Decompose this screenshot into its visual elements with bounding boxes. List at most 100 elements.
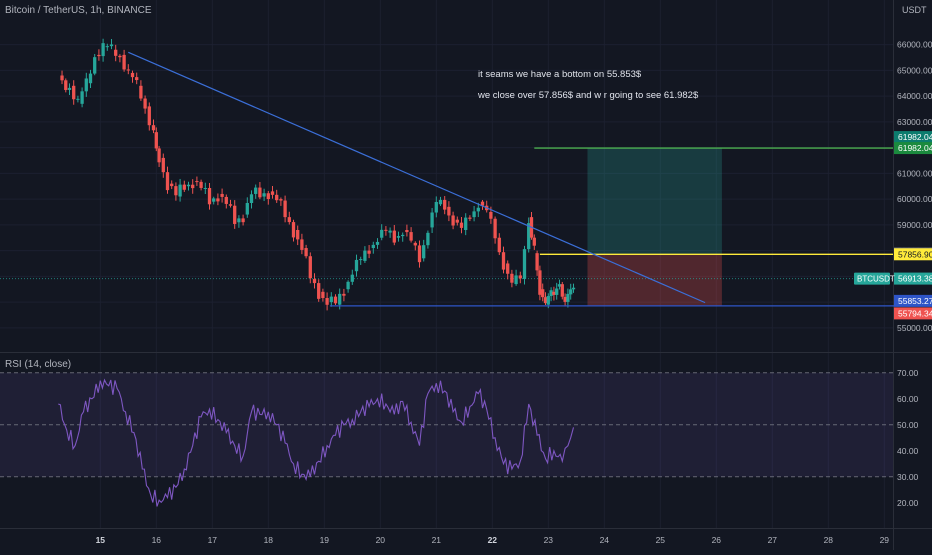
candle [203,187,207,189]
candle [350,274,354,282]
candle [371,244,375,249]
candle [480,201,485,206]
candle [60,75,64,81]
trend-line[interactable] [128,51,706,304]
time-axis-tick: 16 [152,535,162,545]
candle [241,218,245,223]
candle [459,222,464,228]
candle [497,237,501,253]
profit-zone[interactable] [587,148,722,255]
price-axis-tick: 55000.00 [897,323,932,333]
candle [157,148,161,163]
candle [109,44,114,47]
price-axis-tick: 66000.00 [897,40,932,50]
time-axis-tick: 17 [208,535,218,545]
candle [426,232,430,246]
candle [237,218,241,223]
candle [88,73,93,84]
candle [552,291,556,295]
candle [443,199,447,210]
candle [151,125,156,131]
time-axis-tick: 27 [768,535,778,545]
candle [566,293,570,302]
candle [476,207,480,212]
candle [555,288,559,295]
candle [455,219,459,223]
candle [338,293,342,305]
symbol-tag: BTCUSDT [857,275,895,284]
rsi-axis-tick: 30.00 [897,472,919,482]
candle [287,217,291,223]
candle [375,241,380,245]
candle [139,85,143,99]
price-label-box [894,307,932,320]
rsi-line [58,378,575,507]
candle [233,205,237,224]
candle [165,172,170,191]
candle [543,297,548,304]
rsi-title: RSI (14, close) [5,359,72,370]
candle [413,242,417,246]
candle [220,193,224,197]
candle [254,187,258,194]
candle [101,43,105,57]
candle [249,194,254,203]
candle [93,57,97,74]
candle [329,296,333,303]
candle [506,263,510,274]
candle [472,211,476,218]
time-axis-tick: 19 [320,535,330,545]
candle [228,204,233,206]
time-axis-tick: 23 [544,535,554,545]
candle [291,222,296,238]
price-axis-tick: 60000.00 [897,194,932,204]
candle [275,194,279,201]
candle [147,106,151,126]
candle [380,229,384,238]
candle [359,259,363,261]
stop-zone[interactable] [587,254,722,306]
candle [67,87,72,90]
symbol-title: Bitcoin / TetherUS, 1h, BINANCE [5,5,152,16]
candle [84,78,88,92]
candle [262,193,266,197]
candle [354,259,359,272]
candle [518,275,522,279]
candle [72,85,76,100]
candle [388,230,392,233]
candle [224,196,228,204]
candle [325,298,329,305]
price-label-box [894,272,932,285]
rsi-axis-tick: 20.00 [897,498,919,508]
symbol-tag-box [854,272,890,285]
price-axis-tick: 64000.00 [897,91,932,101]
candle [333,296,338,304]
candle [178,184,182,197]
price-label: 55794.34 [898,308,932,318]
rsi-axis-tick: 40.00 [897,446,919,456]
candle [161,157,165,173]
candle [560,284,564,297]
price-axis-tick: 63000.00 [897,117,932,127]
candle [468,217,472,219]
candle [64,80,68,90]
candle [143,98,147,109]
candle [538,270,542,295]
rsi-axis-tick: 70.00 [897,368,919,378]
time-axis-tick: 20 [376,535,386,545]
candle [266,193,270,200]
price-label-box [894,142,932,155]
price-axis-tick: 65000.00 [897,65,932,75]
candle [546,296,550,305]
time-axis-tick: 15 [96,535,106,545]
rsi-axis-tick: 60.00 [897,394,919,404]
annotation-line-2: we close over 57.856$ and w r going to s… [478,90,699,101]
time-axis-tick: 26 [712,535,722,545]
rsi-axis-tick: 50.00 [897,420,919,430]
annotation-line-1: it seams we have a bottom on 55.853$ [478,69,642,80]
candle [405,230,409,233]
candle [401,234,405,237]
price-label: 57856.90 [898,249,932,259]
